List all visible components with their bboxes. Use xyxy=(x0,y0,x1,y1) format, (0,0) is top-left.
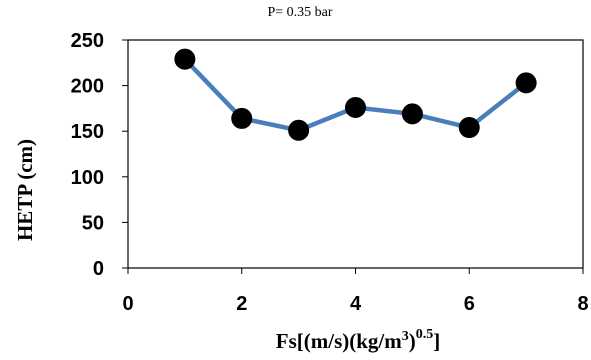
y-tick-label: 100 xyxy=(71,167,104,189)
x-tick-label: 4 xyxy=(350,293,362,315)
y-axis-label: HETP (cm) xyxy=(13,139,37,241)
chart-title: P= 0.35 bar xyxy=(267,5,332,20)
x-axis-label: Fs[(m/s)(kg/m3)0.5] xyxy=(276,327,440,353)
y-axis: 0 50 100 150 200 250 xyxy=(71,30,128,280)
x-label-part-3: ] xyxy=(433,329,440,353)
x-tick-label: 6 xyxy=(464,293,475,315)
y-tick-label: 50 xyxy=(82,212,104,234)
data-point xyxy=(401,103,423,125)
x-tick-label: 0 xyxy=(122,293,133,315)
data-point xyxy=(458,117,480,139)
x-label-sup-1: 3 xyxy=(402,329,409,344)
data-point xyxy=(345,96,366,118)
y-tick-label: 0 xyxy=(93,258,104,280)
x-tick-label: 2 xyxy=(236,293,247,315)
x-label-part-1: Fs[(m/s)(kg/m xyxy=(276,329,402,353)
data-point xyxy=(231,107,253,129)
y-tick-label: 250 xyxy=(71,30,104,52)
data-point xyxy=(288,119,310,141)
data-point xyxy=(174,48,196,70)
x-label-part-2: ) xyxy=(409,329,416,353)
y-tick-label: 200 xyxy=(71,76,104,98)
y-tick-label: 150 xyxy=(71,121,104,143)
x-axis: 0 2 4 6 8 xyxy=(122,268,589,315)
x-tick-label: 8 xyxy=(577,293,588,315)
x-label-sup-2: 0.5 xyxy=(416,327,434,342)
series-layer xyxy=(174,48,537,141)
data-point xyxy=(515,72,537,94)
